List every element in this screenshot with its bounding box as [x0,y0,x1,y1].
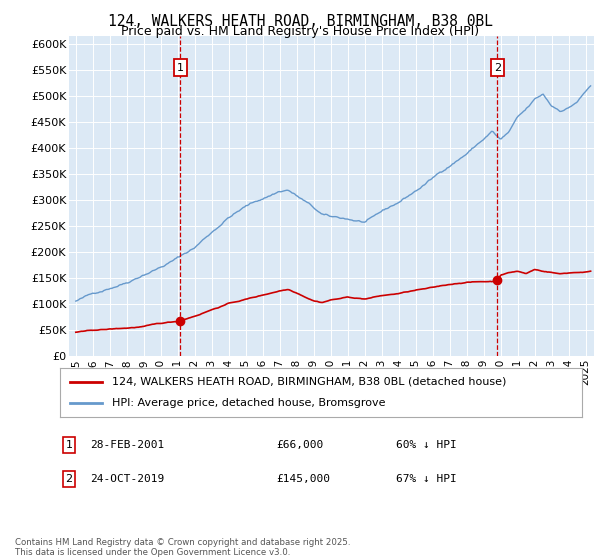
Text: Price paid vs. HM Land Registry's House Price Index (HPI): Price paid vs. HM Land Registry's House … [121,25,479,38]
Text: 2: 2 [65,474,73,484]
Text: 1: 1 [65,440,73,450]
Text: £145,000: £145,000 [276,474,330,484]
Text: 24-OCT-2019: 24-OCT-2019 [90,474,164,484]
Text: HPI: Average price, detached house, Bromsgrove: HPI: Average price, detached house, Brom… [112,398,386,408]
Text: £66,000: £66,000 [276,440,323,450]
Text: 67% ↓ HPI: 67% ↓ HPI [396,474,457,484]
Text: 124, WALKERS HEATH ROAD, BIRMINGHAM, B38 0BL: 124, WALKERS HEATH ROAD, BIRMINGHAM, B38… [107,14,493,29]
Text: Contains HM Land Registry data © Crown copyright and database right 2025.
This d: Contains HM Land Registry data © Crown c… [15,538,350,557]
Text: 1: 1 [177,63,184,73]
Text: 2: 2 [494,63,501,73]
Text: 60% ↓ HPI: 60% ↓ HPI [396,440,457,450]
Text: 28-FEB-2001: 28-FEB-2001 [90,440,164,450]
Text: 124, WALKERS HEATH ROAD, BIRMINGHAM, B38 0BL (detached house): 124, WALKERS HEATH ROAD, BIRMINGHAM, B38… [112,377,506,387]
